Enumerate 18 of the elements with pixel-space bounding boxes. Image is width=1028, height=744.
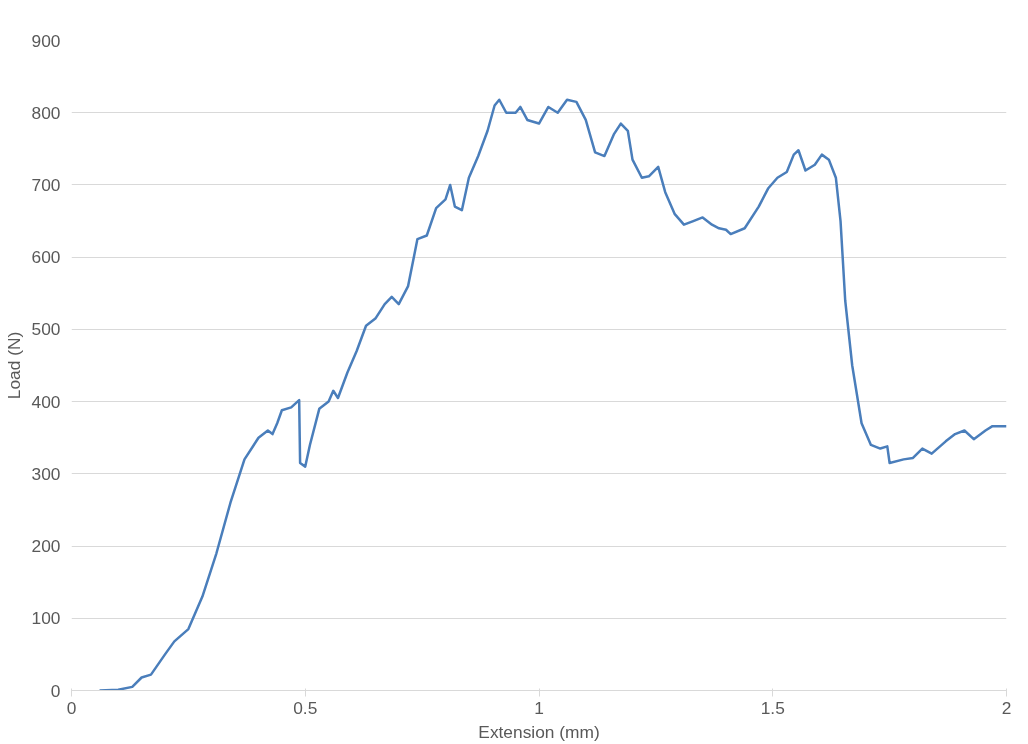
y-tick-label: 800 — [31, 102, 61, 123]
x-tick-label: 0 — [66, 697, 77, 718]
y-axis-title: Load (N) — [3, 331, 24, 400]
y-tick-label: 100 — [31, 608, 61, 629]
y-tick-label: 200 — [31, 536, 61, 557]
x-tick-label: 1 — [534, 697, 544, 718]
x-tick-label: 1.5 — [760, 697, 785, 718]
y-tick-label: 500 — [31, 319, 61, 340]
y-tick-label: 0 — [50, 680, 61, 701]
y-tick-label: 400 — [31, 391, 61, 412]
y-tick-label: 300 — [31, 463, 61, 484]
y-tick-label: 600 — [31, 247, 61, 268]
x-tick-label: 2 — [1001, 697, 1012, 718]
y-tick-label: 700 — [31, 174, 61, 195]
y-tick-label: 900 — [31, 30, 61, 51]
x-axis-title: Extension (mm) — [478, 721, 600, 742]
x-tick-label: 0.5 — [293, 697, 318, 718]
line-series — [98, 98, 1007, 691]
